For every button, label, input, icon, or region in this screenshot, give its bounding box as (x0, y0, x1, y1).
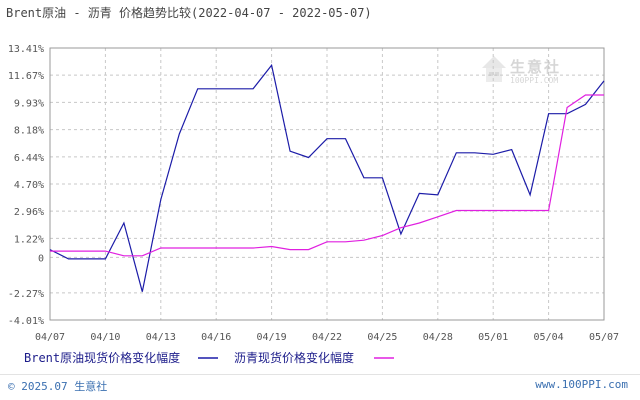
plot-area-border (49, 47, 605, 321)
legend-label-asphalt: 沥青现货价格变化幅度 (234, 350, 354, 365)
x-tick-label: 04/07 (35, 332, 65, 343)
x-tick-label: 04/10 (90, 332, 120, 343)
x-tick-label: 04/28 (423, 332, 453, 343)
watermark-logo: 生意社 100PPI.COM (480, 54, 590, 90)
x-tick-label: 05/07 (589, 332, 619, 343)
y-tick-label: 4.70% (14, 180, 44, 191)
x-tick-label: 04/25 (367, 332, 397, 343)
watermark-subtext: 100PPI.COM (510, 76, 559, 85)
y-tick-label: -2.27% (8, 289, 44, 300)
watermark-text: 生意社 (510, 58, 562, 76)
chart-title: Brent原油 - 沥青 价格趋势比较(2022-04-07 - 2022-05… (6, 6, 372, 20)
x-tick-label: 05/01 (478, 332, 508, 343)
copyright-text: © 2025.07 生意社 (8, 380, 108, 393)
y-tick-label: 8.18% (14, 126, 44, 137)
footer-divider (0, 374, 640, 375)
series-line-asphalt (50, 94, 604, 257)
series-line-brent (49, 63, 605, 292)
x-tick-label: 04/22 (312, 332, 342, 343)
y-tick-label: 1.22% (14, 234, 44, 245)
site-url[interactable]: www.100PPI.com (535, 378, 628, 391)
x-tick-label: 04/13 (146, 332, 176, 343)
y-tick-label: 13.41% (8, 44, 44, 55)
legend-label-brent: Brent原油现货价格变化幅度 (24, 350, 180, 365)
y-tick-label: 11.67% (8, 71, 44, 82)
x-tick-label: 04/19 (257, 332, 287, 343)
y-tick-label: 6.44% (14, 153, 44, 164)
y-tick-label: 9.93% (14, 98, 44, 109)
house-icon (482, 56, 506, 82)
y-tick-label: 2.96% (14, 207, 44, 218)
x-tick-label: 05/04 (534, 332, 564, 343)
y-tick-label: -4.01% (8, 316, 44, 327)
x-tick-label: 04/16 (201, 332, 231, 343)
y-tick-label: 0 (38, 253, 44, 264)
